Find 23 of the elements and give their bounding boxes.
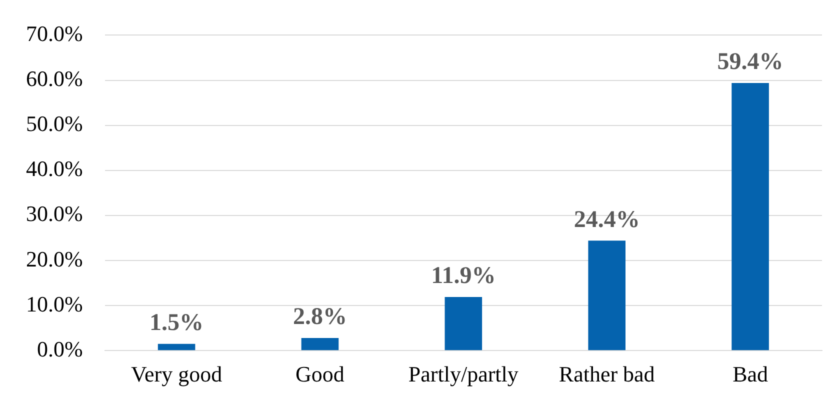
bar [158, 344, 196, 350]
y-tick-label: 30.0% [26, 201, 83, 226]
x-tick-label: Good [296, 362, 344, 387]
data-label: 24.4% [574, 206, 640, 233]
x-tick-label: Rather bad [558, 362, 655, 387]
bar [588, 240, 626, 350]
y-tick-label: 40.0% [26, 156, 83, 182]
x-tick-label: Very good [131, 362, 222, 387]
x-tick-label: Partly/partly [408, 362, 518, 387]
y-tick-label: 10.0% [26, 291, 83, 316]
bar [444, 296, 482, 350]
data-label: 2.8% [292, 304, 347, 330]
data-label: 59.4% [717, 49, 784, 76]
x-tick-label: Bad [732, 362, 768, 387]
y-tick-label: 0.0% [37, 336, 83, 362]
data-label: 11.9% [431, 263, 496, 290]
y-tick-label: 50.0% [26, 111, 83, 136]
y-tick-label: 60.0% [26, 66, 83, 92]
data-label: 1.5% [150, 310, 204, 336]
bar [732, 82, 769, 350]
bar [301, 338, 339, 350]
y-tick-label: 70.0% [26, 20, 83, 46]
y-tick-label: 20.0% [26, 246, 83, 272]
